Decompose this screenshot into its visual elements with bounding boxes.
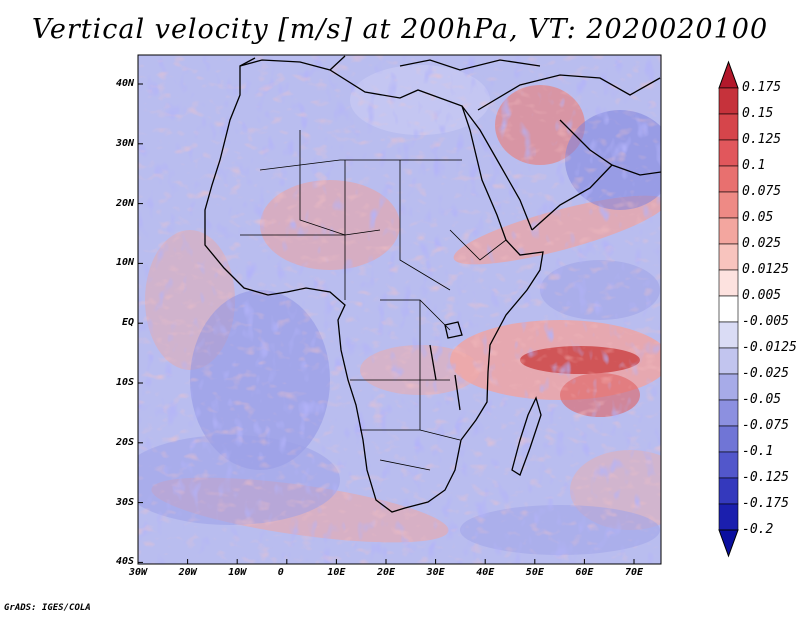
colorbar-swatch <box>718 243 739 271</box>
colorbar-swatch <box>718 191 739 219</box>
madagascar-coastline <box>511 396 542 476</box>
colorbar-label: 0.175 <box>742 80 782 95</box>
colorbar-swatch <box>718 139 739 167</box>
colorbar-swatch <box>718 477 739 505</box>
country-borders <box>240 130 507 471</box>
lon-label: 20E <box>377 567 396 578</box>
colorbar-swatch <box>718 217 739 245</box>
colorbar-swatch <box>718 113 739 141</box>
colorbar-swatch <box>718 87 739 115</box>
colorbar-label: -0.025 <box>742 366 789 381</box>
colorbar-label: -0.1 <box>742 444 774 459</box>
colorbar-swatch <box>718 165 739 193</box>
lon-label: 0 <box>277 567 284 578</box>
lat-label: EQ <box>121 317 134 329</box>
lon-label: 60E <box>575 567 594 578</box>
lat-label: 20N <box>115 197 134 209</box>
colorbar-label: -0.175 <box>742 496 789 511</box>
red-sea-coast <box>461 105 533 231</box>
colorbar-label: 0.05 <box>742 210 774 225</box>
lake-malawi <box>454 374 461 411</box>
grads-credit: GrADS: IGES/COLA <box>4 603 91 613</box>
colorbar-swatch <box>718 269 739 297</box>
lat-label: 40N <box>115 78 134 89</box>
lon-label: 50E <box>525 567 544 578</box>
colorbar-label: 0.15 <box>742 106 774 121</box>
colorbar-swatch <box>718 399 739 427</box>
lat-label: 40S <box>115 556 134 568</box>
colorbar-min-arrow <box>718 529 739 558</box>
plot-frame <box>137 54 662 565</box>
lon-label: 30W <box>129 567 148 578</box>
colorbar <box>718 60 739 558</box>
colorbar-swatch <box>718 321 739 349</box>
persian-gulf <box>559 119 661 176</box>
lon-label: 20W <box>178 567 197 578</box>
colorbar-label: -0.125 <box>742 470 789 485</box>
lat-label: 30S <box>115 496 134 508</box>
colorbar-label: 0.075 <box>742 184 782 199</box>
arabia-coast <box>477 74 661 111</box>
lat-label: 20S <box>115 436 134 448</box>
arabia-south <box>531 164 613 231</box>
lat-label: 10N <box>115 257 134 269</box>
europe-coast <box>239 55 541 71</box>
colorbar-swatch <box>718 295 739 323</box>
colorbar-label: 0.1 <box>742 158 766 173</box>
colorbar-swatch <box>718 425 739 453</box>
colorbar-swatch <box>718 373 739 401</box>
field-background <box>138 55 661 564</box>
colorbar-label: -0.075 <box>742 418 789 433</box>
map-title: Vertical velocity [m/s] at 200hPa, VT: 2… <box>31 14 769 45</box>
axis-ticks <box>137 83 635 564</box>
lake-tanganyika <box>429 344 437 381</box>
colorbar-max-arrow <box>718 60 739 89</box>
lon-label: 30E <box>426 567 445 578</box>
lat-label: 30N <box>115 137 134 149</box>
colorbar-swatch <box>718 347 739 375</box>
colorbar-label: -0.2 <box>742 522 774 537</box>
colorbar-label: 0.005 <box>742 288 782 303</box>
colorbar-label: -0.05 <box>742 392 782 407</box>
colorbar-label: 0.125 <box>742 132 782 147</box>
colorbar-label: 0.0125 <box>742 262 789 277</box>
lat-label: 10S <box>115 377 134 388</box>
colorbar-swatch <box>718 503 739 531</box>
coastlines <box>204 55 661 513</box>
lon-label: 10W <box>228 567 247 578</box>
lake-victoria <box>444 321 463 339</box>
lon-label: 10E <box>327 567 346 578</box>
lon-label: 40E <box>476 567 495 578</box>
colorbar-swatch <box>718 451 739 479</box>
colorbar-label: -0.0125 <box>742 340 797 355</box>
lon-label: 70E <box>625 567 644 578</box>
colorbar-label: 0.025 <box>742 236 782 251</box>
colorbar-label: -0.005 <box>742 314 789 329</box>
